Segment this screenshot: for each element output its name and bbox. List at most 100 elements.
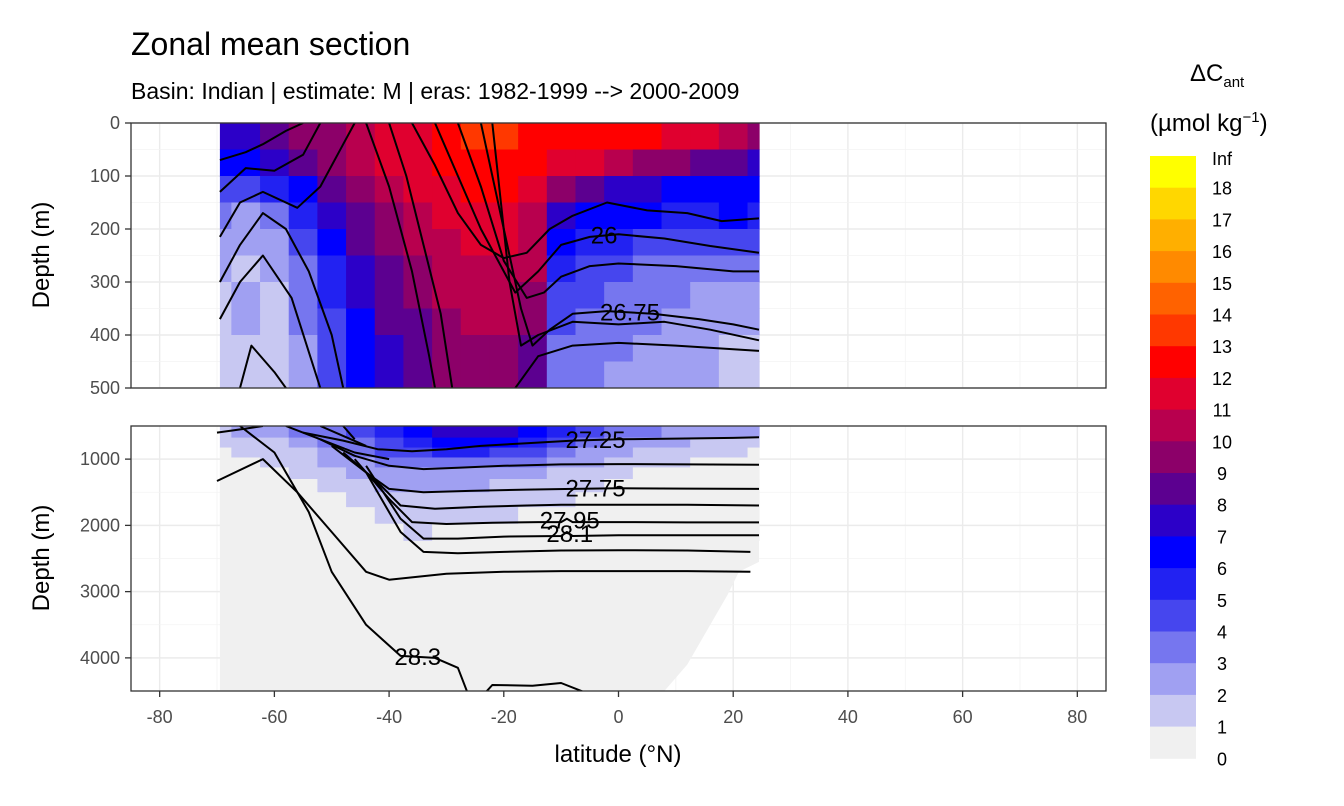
isopycnal-label: 28.3 [394,644,441,671]
cant-cell [260,308,290,336]
cant-cell [690,149,720,177]
cant-cell [403,447,433,459]
chart-subtitle: Basin: Indian | estimate: M | eras: 1982… [131,78,739,104]
legend-title-main: ΔC [1190,60,1223,87]
cant-cell [661,255,691,283]
cant-cell [374,437,405,449]
cant-cell [374,255,405,283]
legend-key [1150,504,1196,537]
isopycnal-line [331,445,760,494]
cant-cell [575,335,605,363]
cant-cell [575,282,605,310]
cant-cell [690,361,720,388]
cant-cell [747,523,760,541]
cant-cell [718,176,749,204]
cant-cell [632,176,663,204]
cant-cell [604,149,634,177]
cant-cell [460,492,491,508]
cant-cell [374,123,405,151]
cant-cell [690,479,720,493]
cant-cell [231,437,261,449]
cant-cell [346,457,376,469]
cant-cell [489,447,519,459]
cant-cell [747,229,760,257]
cant-cell [690,426,720,439]
cant-cell [604,457,634,469]
cant-cell [403,492,433,508]
cant-cell [374,447,405,459]
cant-cell [219,282,232,310]
cant-cell [288,308,318,336]
isopycnal-line [365,471,751,555]
cant-cell [219,492,232,508]
legend-units-suffix: ) [1260,110,1268,137]
cant-cell [432,308,462,336]
isopycnal-label: 28.1 [546,521,593,548]
cant-cell [403,479,433,493]
cant-cell [460,437,491,449]
cant-cell [690,123,720,151]
cant-cell [518,479,548,493]
cant-cell [661,149,691,177]
cant-cell [317,447,347,459]
cant-cell [231,123,261,151]
cant-cell [432,479,462,493]
legend-label: 6 [1217,559,1227,579]
isopycnal-line [485,682,585,691]
cant-cell [518,255,548,283]
cant-cell [432,255,462,283]
cant-cell [346,255,376,283]
y-tick-label: 400 [90,325,120,345]
cant-cell [604,176,634,204]
legend-units: (µmol kg−1) [1150,109,1268,137]
cant-cell [460,335,491,363]
isopycnal-label: 27.75 [566,476,626,503]
y-tick-label: 3000 [80,582,120,602]
cant-cell [747,176,760,204]
cant-cell [288,507,318,525]
cant-cell [546,467,577,480]
cant-cell [460,308,491,336]
cant-cell [747,149,760,177]
cant-cell [546,361,577,388]
cant-cell [317,282,347,310]
cant-cell [661,123,691,151]
cant-cell [460,229,491,257]
cant-cell [489,507,519,525]
legend-key [1150,346,1196,379]
cant-cell [403,437,433,449]
cant-cell [403,123,433,151]
cant-cell [460,467,491,480]
cant-cell [260,361,290,388]
cant-cell [661,361,691,388]
legend-key [1150,377,1196,411]
cant-cell [747,308,760,336]
legend-label: 1 [1217,718,1227,738]
isopycnal-line [365,465,759,540]
cant-cell [747,202,760,230]
legend-key [1150,536,1196,569]
cant-cell [432,447,462,459]
cant-cell [288,176,318,204]
cant-cell [661,426,691,439]
isopycnal-line [342,451,760,510]
cant-cell [403,361,433,388]
cant-cell [460,447,491,459]
legend-key [1150,726,1196,759]
cant-cell [346,523,376,541]
legend-label: 13 [1212,337,1232,357]
cant-cell [575,467,605,480]
legend-key [1150,441,1196,474]
y-tick-label: 0 [110,113,120,133]
cant-cell [718,229,749,257]
cant-cell [346,308,376,336]
legend-label: Inf [1212,149,1233,169]
cant-cell [718,492,749,508]
isopycnal-line [302,431,760,453]
cant-cell [219,507,232,525]
cant-cell [718,507,749,525]
isopycnal-line [342,426,356,440]
